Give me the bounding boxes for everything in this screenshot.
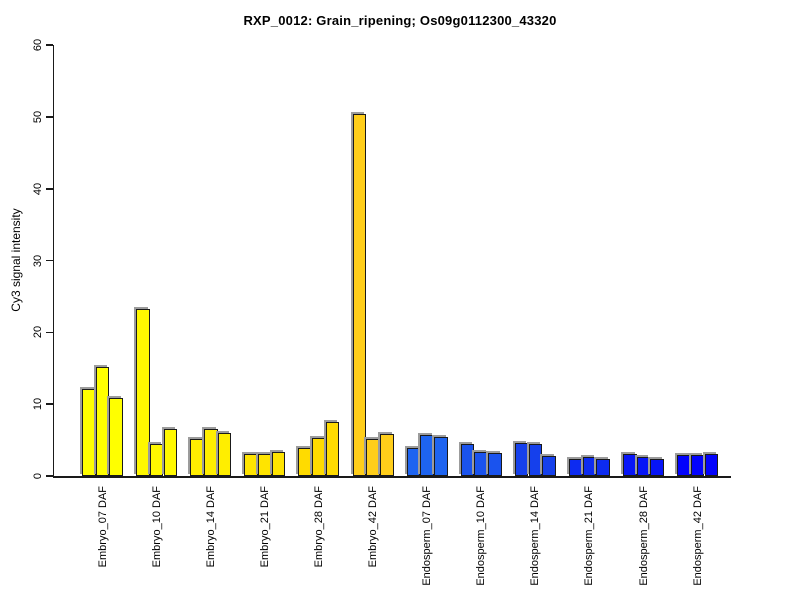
x-category-label: Embryo_28 DAF	[312, 486, 325, 568]
bar-Embryo_07_DAF-r1	[82, 389, 96, 476]
bar-Embryo_42_DAF-r1	[352, 114, 367, 476]
x-category-label: Embryo_21 DAF	[258, 486, 271, 568]
x-category-label: Endosperm_21 DAF	[583, 486, 596, 586]
bar-Endosperm_42_DAF-r2	[690, 455, 705, 476]
bar-Endosperm_10_DAF-r3	[488, 453, 502, 476]
bar-Endosperm_14_DAF-r1	[514, 442, 529, 476]
bar-Endosperm_21_DAF-r2	[582, 456, 597, 476]
bar-Endosperm_07_DAF-r3	[434, 436, 448, 476]
bar-Embryo_21_DAF-r2	[258, 454, 272, 476]
bar-Embryo_14_DAF-r3	[217, 432, 232, 476]
y-tick-label: 50	[32, 110, 44, 124]
bar-Embryo_07_DAF-r2	[95, 366, 110, 476]
bar-Embryo_07_DAF-r3	[109, 398, 124, 476]
y-tick-label: 30	[32, 254, 44, 267]
y-tick	[45, 116, 53, 118]
y-tick-label: 0	[32, 472, 44, 480]
bar-Endosperm_42_DAF-r3	[704, 453, 719, 476]
y-tick	[45, 259, 53, 262]
x-category-label: Embryo_14 DAF	[204, 486, 217, 568]
bar-Embryo_21_DAF-r1	[244, 454, 258, 476]
bar-Embryo_42_DAF-r2	[366, 438, 380, 476]
x-axis	[54, 476, 731, 478]
y-tick	[45, 188, 53, 190]
y-axis-label: Cy3 signal intensity	[9, 208, 23, 312]
y-tick	[45, 331, 53, 334]
y-tick	[45, 44, 53, 46]
bar-Embryo_28_DAF-r2	[312, 437, 326, 476]
x-category-label: Embryo_42 DAF	[367, 486, 380, 568]
x-category-label: Endosperm_42 DAF	[691, 486, 704, 586]
bar-Endosperm_10_DAF-r2	[474, 452, 489, 476]
bar-Embryo_10_DAF-r2	[149, 444, 164, 476]
bar-Endosperm_14_DAF-r3	[542, 455, 556, 476]
x-category-label: Endosperm_14 DAF	[529, 486, 542, 586]
y-tick	[45, 403, 53, 405]
bar-Endosperm_28_DAF-r2	[636, 456, 651, 476]
bar-Endosperm_07_DAF-r2	[420, 435, 434, 476]
bar-Endosperm_21_DAF-r1	[568, 459, 583, 476]
bar-Endosperm_28_DAF-r3	[650, 458, 665, 476]
bar-Embryo_14_DAF-r2	[203, 428, 218, 476]
bar-Embryo_42_DAF-r3	[379, 433, 394, 476]
bar-Endosperm_14_DAF-r2	[528, 444, 543, 476]
bar-Endosperm_42_DAF-r1	[677, 455, 691, 476]
y-tick-label: 40	[32, 182, 44, 195]
bar-Embryo_28_DAF-r1	[298, 447, 313, 476]
bar-Endosperm_28_DAF-r1	[623, 454, 637, 476]
y-tick	[45, 475, 53, 477]
x-category-label: Embryo_07 DAF	[96, 486, 109, 568]
bar-Endosperm_21_DAF-r3	[596, 458, 610, 476]
bar-Embryo_14_DAF-r1	[190, 438, 204, 476]
chart-title: RXP_0012: Grain_ripening; Os09g0112300_4…	[243, 13, 557, 28]
y-axis	[52, 45, 54, 478]
bar-Embryo_10_DAF-r1	[136, 308, 150, 476]
y-tick-label: 10	[32, 398, 44, 411]
bar-Embryo_28_DAF-r3	[325, 422, 340, 476]
bar-Endosperm_10_DAF-r1	[460, 444, 475, 476]
bar-Endosperm_07_DAF-r1	[406, 447, 421, 476]
x-category-label: Embryo_10 DAF	[150, 486, 163, 568]
x-category-label: Endosperm_10 DAF	[475, 486, 488, 586]
bar-Embryo_10_DAF-r3	[163, 428, 178, 476]
x-category-label: Endosperm_28 DAF	[637, 486, 650, 586]
y-tick-label: 60	[32, 39, 44, 52]
bar-Embryo_21_DAF-r3	[271, 452, 286, 476]
y-tick-label: 20	[32, 326, 44, 339]
x-category-label: Endosperm_07 DAF	[421, 486, 434, 586]
